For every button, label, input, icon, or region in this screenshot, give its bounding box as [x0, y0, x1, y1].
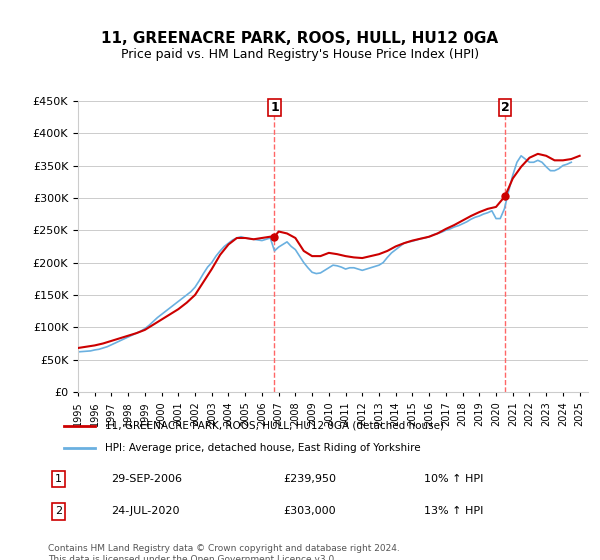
Text: 29-SEP-2006: 29-SEP-2006	[110, 474, 182, 484]
Text: 11, GREENACRE PARK, ROOS, HULL, HU12 0GA (detached house): 11, GREENACRE PARK, ROOS, HULL, HU12 0GA…	[106, 421, 445, 431]
Text: 10% ↑ HPI: 10% ↑ HPI	[424, 474, 483, 484]
Text: 24-JUL-2020: 24-JUL-2020	[110, 506, 179, 516]
Text: £239,950: £239,950	[283, 474, 336, 484]
Text: 13% ↑ HPI: 13% ↑ HPI	[424, 506, 483, 516]
Text: Price paid vs. HM Land Registry's House Price Index (HPI): Price paid vs. HM Land Registry's House …	[121, 48, 479, 60]
Text: 11, GREENACRE PARK, ROOS, HULL, HU12 0GA: 11, GREENACRE PARK, ROOS, HULL, HU12 0GA	[101, 31, 499, 46]
Text: £303,000: £303,000	[283, 506, 335, 516]
Text: HPI: Average price, detached house, East Riding of Yorkshire: HPI: Average price, detached house, East…	[106, 443, 421, 453]
Text: 1: 1	[270, 101, 279, 114]
Text: 1: 1	[55, 474, 62, 484]
Text: 2: 2	[55, 506, 62, 516]
Text: Contains HM Land Registry data © Crown copyright and database right 2024.
This d: Contains HM Land Registry data © Crown c…	[48, 544, 400, 560]
Text: 2: 2	[501, 101, 509, 114]
